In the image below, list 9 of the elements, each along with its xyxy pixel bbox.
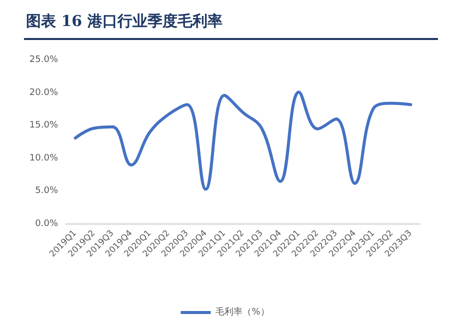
legend-label: 毛利率（%） <box>216 306 270 318</box>
y-tick-label: 5.0% <box>35 186 58 196</box>
y-tick-label: 10.0% <box>29 153 58 164</box>
y-tick-label: 20.0% <box>29 88 58 98</box>
y-tick-label: 0.0% <box>35 219 58 229</box>
y-tick-label: 15.0% <box>29 120 58 131</box>
line-series <box>74 90 412 191</box>
y-tick-label: 25.0% <box>29 55 58 65</box>
chart-title: 图表 16 港口行业季度毛利率 <box>26 12 222 31</box>
